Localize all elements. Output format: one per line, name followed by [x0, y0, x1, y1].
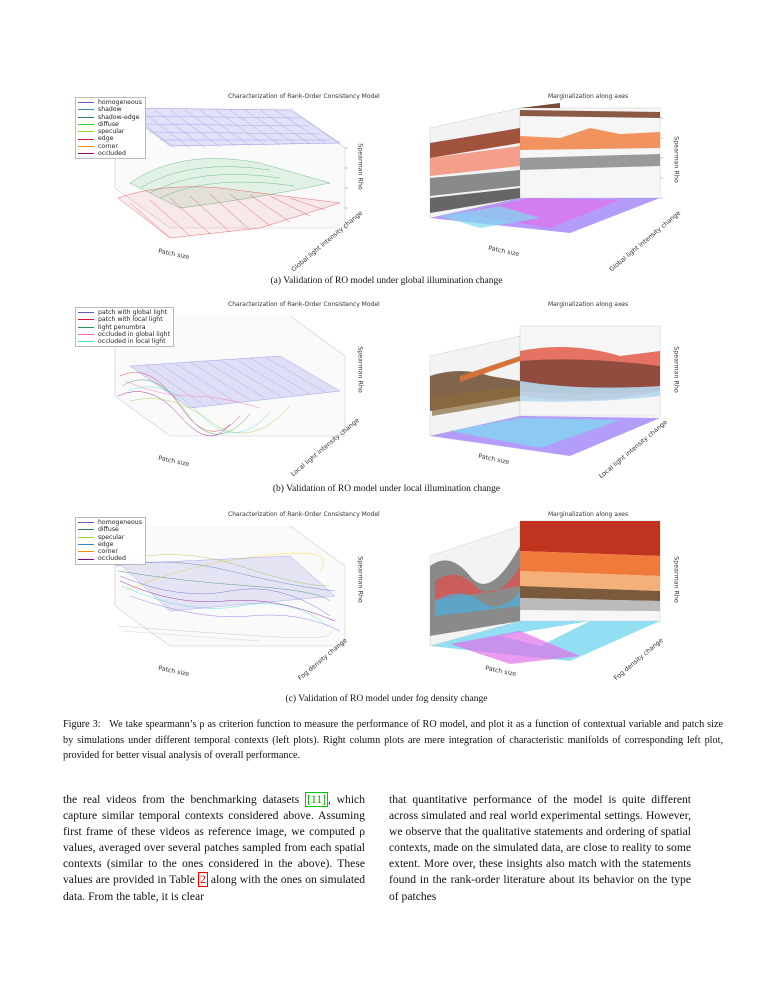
legend-swatch-icon — [78, 138, 94, 140]
figure-b-left-zlabel: Spearman Rho — [356, 346, 364, 393]
legend-label: occluded in local light — [98, 338, 166, 346]
legend-item: edge — [78, 541, 142, 548]
figure-caption: Figure 3: We take spearmann’s ρ as crite… — [63, 717, 723, 764]
legend-swatch-icon — [78, 124, 94, 126]
figure-c: Characterization of Rank-Order Consisten… — [60, 506, 720, 691]
figure-c-legend: homogeneous diffuse specular edge corner… — [75, 517, 146, 565]
legend-label: homogeneous — [98, 99, 142, 106]
body-column-right: that quantitative performance of the mod… — [389, 792, 691, 905]
legend-item: homogeneous — [78, 99, 142, 106]
legend-label: diffuse — [98, 526, 119, 534]
figure-a-left-plot — [114, 107, 348, 239]
figure-a: Characterization of Rank-Order Consisten… — [60, 88, 720, 293]
legend-item: corner — [78, 548, 142, 555]
legend-swatch-icon — [78, 312, 94, 314]
citation-link[interactable]: [11] — [305, 792, 328, 807]
legend-swatch-icon — [78, 319, 94, 321]
legend-item: homogeneous — [78, 519, 142, 526]
legend-item: patch with global light — [78, 309, 170, 316]
legend-label: patch with global light — [98, 309, 168, 316]
body-text: the real videos from the benchmarking da… — [63, 793, 306, 806]
legend-item: occluded — [78, 555, 142, 562]
legend-swatch-icon — [78, 326, 94, 328]
figure-b-right-title: Marginalization along axes — [548, 301, 629, 308]
legend-label: specular — [98, 128, 125, 136]
legend-swatch-icon — [78, 102, 94, 104]
legend-label: corner — [98, 142, 118, 150]
legend-swatch-icon — [78, 522, 94, 524]
body-column-left: the real videos from the benchmarking da… — [63, 792, 365, 905]
legend-item: diffuse — [78, 121, 142, 128]
legend-item: occluded in global light — [78, 331, 170, 338]
legend-label: shadow — [98, 106, 122, 114]
legend-label: specular — [98, 533, 125, 541]
legend-item: shadow — [78, 106, 142, 113]
figure-b-caption: (b) Validation of RO model under local i… — [272, 484, 501, 494]
body-text: , which capture similar temporal context… — [63, 793, 365, 887]
legend-label: patch with local light — [98, 316, 163, 324]
legend-swatch-icon — [78, 145, 94, 147]
figure-a-left-title: Characterization of Rank-Order Consisten… — [228, 93, 380, 100]
figure-caption-text: We take spearmann’s ρ as criterion funct… — [63, 719, 723, 761]
figure-c-right-plot — [429, 520, 661, 664]
figure-c-left-title: Characterization of Rank-Order Consisten… — [228, 511, 380, 518]
legend-item: occluded — [78, 150, 142, 157]
legend-label: light penumbra — [98, 323, 146, 331]
figure-c-right-zlabel: Spearman Rho — [672, 556, 680, 603]
figure-a-caption: (a) Validation of RO model under global … — [270, 276, 503, 286]
legend-item: diffuse — [78, 526, 142, 533]
figure-c-right-title: Marginalization along axes — [548, 511, 629, 518]
figure-b-legend: patch with global light patch with local… — [75, 307, 175, 348]
legend-swatch-icon — [78, 551, 94, 553]
legend-swatch-icon — [78, 153, 94, 155]
legend-swatch-icon — [78, 334, 94, 336]
legend-label: homogeneous — [98, 519, 142, 526]
figure-b-right-plot — [429, 325, 661, 456]
legend-swatch-icon — [78, 536, 94, 538]
legend-item: light penumbra — [78, 324, 170, 331]
figure-a-right-zlabel: Spearman Rho — [672, 136, 680, 183]
figure-a-right-plot — [429, 103, 663, 233]
figure-c-caption: (c) Validation of RO model under fog den… — [285, 694, 488, 704]
body-text: along with the ones on simulated data. F… — [63, 873, 365, 903]
legend-swatch-icon — [78, 109, 94, 111]
legend-label: occluded — [98, 555, 126, 563]
body-text: that quantitative performance of the mod… — [389, 793, 691, 903]
legend-label: occluded — [98, 150, 126, 158]
figure-a-left-zlabel: Spearman Rho — [356, 143, 364, 190]
legend-swatch-icon — [78, 131, 94, 133]
figure-a-right-title: Marginalization along axes — [548, 93, 629, 100]
figure-label: Figure 3: — [63, 719, 101, 730]
legend-swatch-icon — [78, 341, 94, 343]
legend-label: edge — [98, 540, 114, 548]
figure-b-right-zlabel: Spearman Rho — [672, 346, 680, 393]
legend-label: occluded in global light — [98, 330, 171, 338]
legend-item: specular — [78, 534, 142, 541]
legend-swatch-icon — [78, 544, 94, 546]
legend-swatch-icon — [78, 529, 94, 531]
legend-label: shadow-edge — [98, 113, 140, 121]
legend-item: specular — [78, 128, 142, 135]
legend-swatch-icon — [78, 558, 94, 560]
figure-c-left-zlabel: Spearman Rho — [356, 556, 364, 603]
legend-item: edge — [78, 135, 142, 142]
legend-label: diffuse — [98, 120, 119, 128]
figure-a-legend: homogeneous shadow shadow-edge diffuse s… — [75, 97, 146, 160]
legend-swatch-icon — [78, 116, 94, 118]
legend-item: corner — [78, 143, 142, 150]
figure-b: Characterization of Rank-Order Consisten… — [60, 296, 720, 481]
figure-b-left-title: Characterization of Rank-Order Consisten… — [228, 301, 380, 308]
table-ref-link[interactable]: 2 — [198, 872, 208, 888]
figure-c-left-plot — [114, 525, 346, 647]
legend-label: corner — [98, 548, 118, 556]
legend-label: edge — [98, 135, 114, 143]
legend-item: occluded in local light — [78, 338, 170, 345]
legend-item: shadow-edge — [78, 114, 142, 121]
legend-item: patch with local light — [78, 316, 170, 323]
